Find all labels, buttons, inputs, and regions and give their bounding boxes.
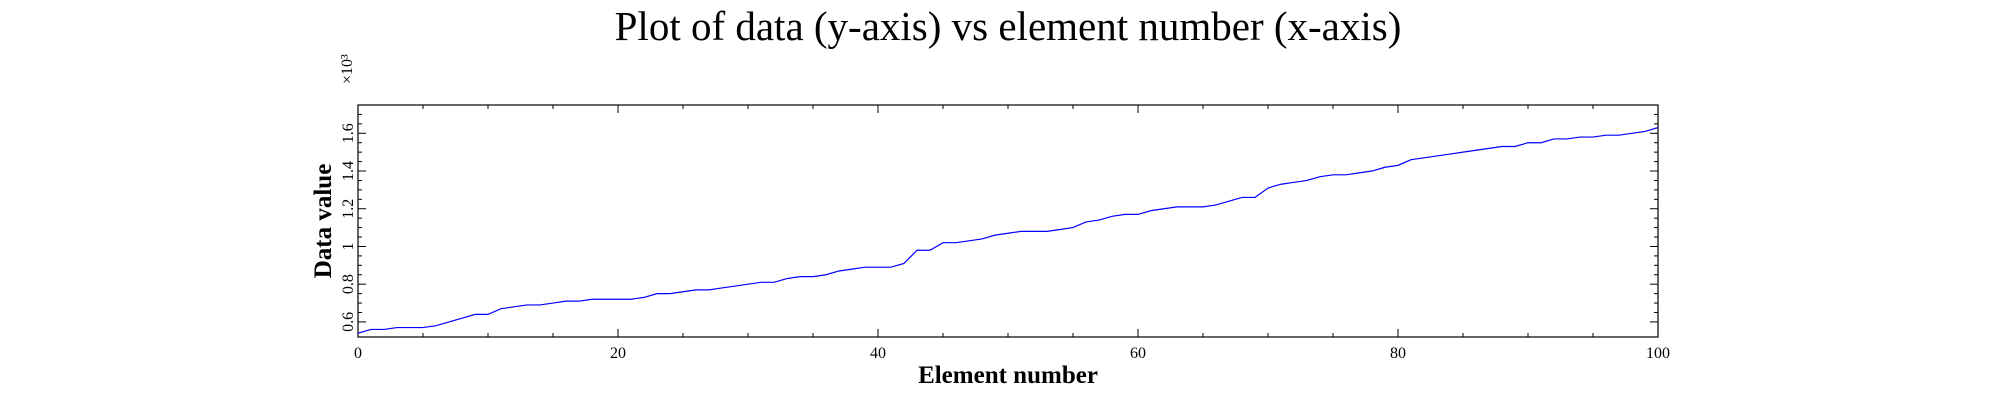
x-tick-label: 60 [1130, 345, 1146, 362]
y-tick-label: 1.6 [340, 123, 357, 143]
y-tick-label: 0.6 [340, 312, 357, 332]
data-series-line [357, 127, 1659, 334]
y-axis-multiplier: ×10³ [339, 54, 356, 84]
y-tick-label: 1 [340, 242, 357, 250]
plot-frame [357, 104, 1659, 338]
y-tick-label: 0.8 [340, 274, 357, 294]
y-tick-label: 1.4 [340, 161, 357, 181]
x-axis-label: Element number [918, 362, 1098, 389]
axis-ticks [357, 105, 1659, 337]
x-tick-label: 40 [870, 345, 886, 362]
y-tick-labels: 0.6 0.8 1 1.2 1.4 1.6 [340, 123, 357, 332]
y-tick-label: 1.2 [340, 199, 357, 219]
chart-title: Plot of data (y-axis) vs element number … [615, 3, 1402, 49]
x-tick-label: 100 [1646, 345, 1670, 362]
y-axis-label: Data value [310, 164, 337, 279]
x-tick-label: 80 [1390, 345, 1406, 362]
x-tick-label: 20 [610, 345, 626, 362]
x-tick-label: 0 [354, 345, 362, 362]
x-tick-labels: 0 20 40 60 80 100 [354, 345, 1670, 362]
